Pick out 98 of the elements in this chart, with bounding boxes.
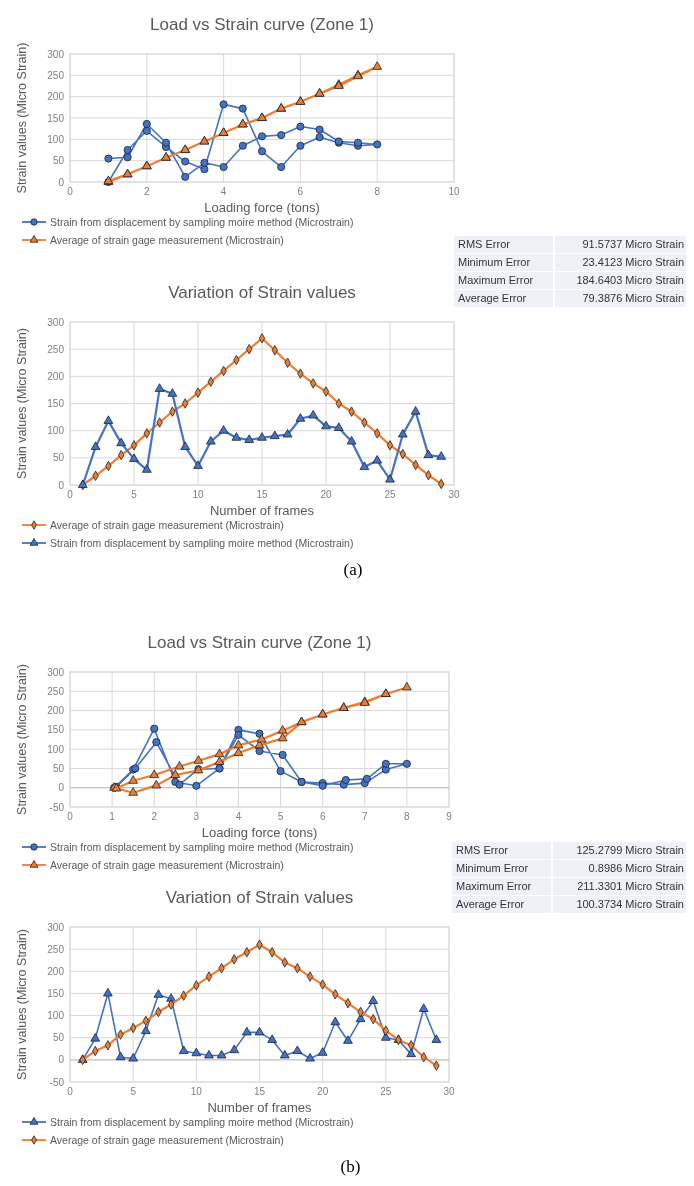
- y-tick-label: 50: [52, 155, 65, 167]
- y-tick-label: 150: [47, 724, 65, 736]
- y-tick-label: 250: [47, 943, 65, 955]
- y-tick-label: 150: [47, 112, 65, 124]
- x-tick-label: 20: [317, 1086, 329, 1097]
- y-tick-label: 200: [47, 91, 65, 103]
- x-tick-label: 5: [130, 1086, 137, 1097]
- x-tick-label: 30: [443, 1086, 455, 1097]
- text: RMS Error: [456, 844, 509, 857]
- legend-label: Average of strain gage measurement (Microstrain): [50, 858, 284, 871]
- x-axis-title: Loading force (tons): [201, 825, 318, 840]
- x-tick-label: 9: [446, 811, 453, 822]
- y-tick-label: 100: [47, 1010, 65, 1022]
- text: 0.8986 Micro Strain: [588, 862, 684, 875]
- x-tick-label: 0: [67, 489, 74, 500]
- y-tick-label: 0: [58, 479, 65, 491]
- y-tick-label: 50: [52, 1032, 65, 1044]
- y-tick-label: 150: [47, 987, 65, 999]
- x-tick-label: 15: [256, 489, 268, 500]
- y-tick-label: 150: [47, 398, 65, 409]
- x-tick-label: 8: [404, 811, 411, 822]
- text: Average Error: [458, 292, 527, 305]
- text: 100.3734 Micro Strain: [576, 898, 684, 911]
- y-tick-label: 200: [47, 370, 65, 382]
- text: Average Error: [456, 898, 525, 911]
- chart-title: Variation of Strain values: [168, 283, 356, 302]
- y-tick-label: 250: [47, 343, 65, 355]
- x-tick-label: 5: [131, 489, 138, 500]
- text: (b): [340, 1157, 361, 1176]
- text: Minimum Error: [456, 862, 529, 875]
- legend-label: Average of strain gage measurement (Microstrain): [50, 233, 284, 246]
- text: 125.2799 Micro Strain: [576, 844, 684, 857]
- text: (a): [343, 560, 363, 579]
- y-tick-label: -50: [49, 1076, 65, 1088]
- x-tick-label: 20: [320, 489, 332, 500]
- y-tick-label: 0: [58, 1054, 65, 1066]
- text: RMS Error: [458, 238, 511, 251]
- chart-title: Variation of Strain values: [165, 888, 354, 907]
- x-tick-label: 6: [319, 811, 326, 822]
- legend-label: Average of strain gage measurement (Microstrain): [50, 518, 284, 531]
- x-tick-label: 10: [448, 186, 460, 197]
- y-tick-label: 50: [52, 762, 65, 774]
- y-tick-label: 300: [47, 921, 65, 933]
- x-tick-label: 0: [67, 811, 74, 822]
- x-tick-label: 25: [384, 489, 396, 500]
- y-tick-label: 0: [58, 782, 65, 794]
- y-tick-label: 100: [47, 133, 65, 145]
- x-tick-label: 10: [192, 489, 204, 500]
- y-tick-label: 250: [47, 69, 65, 81]
- text: 211.3301 Micro Strain: [577, 880, 684, 893]
- text: Maximum Error: [458, 274, 534, 287]
- y-tick-label: 200: [47, 705, 65, 717]
- x-tick-label: 15: [253, 1086, 266, 1097]
- x-tick-label: 1: [109, 811, 116, 822]
- x-tick-label: 0: [67, 1086, 74, 1097]
- chart-title: Load vs Strain curve (Zone 1): [150, 15, 374, 34]
- y-tick-label: 100: [47, 425, 65, 437]
- legend-label: Strain from displacement by sampling moire method (Microstrain): [50, 840, 354, 853]
- text: Maximum Error: [456, 880, 532, 893]
- x-axis-title: Loading force (tons): [204, 200, 320, 215]
- x-tick-label: 7: [362, 811, 368, 822]
- legend-label: Strain from displacement by sampling moire method (Microstrain): [50, 1115, 354, 1128]
- x-tick-label: 10: [190, 1086, 203, 1097]
- x-tick-label: 3: [193, 811, 200, 822]
- text: Minimum Error: [458, 256, 531, 269]
- legend-label: Strain from displacement by sampling moire method (Microstrain): [50, 536, 354, 549]
- legend-label: Average of strain gage measurement (Microstrain): [50, 1133, 284, 1146]
- x-tick-label: 4: [235, 811, 242, 822]
- y-tick-label: 300: [47, 316, 65, 328]
- x-tick-label: 5: [277, 811, 284, 822]
- y-tick-label: 200: [47, 965, 65, 977]
- text: 184.6403 Micro Strain: [576, 274, 684, 287]
- text: 79.3876 Micro Strain: [582, 292, 684, 305]
- text: 91.5737 Micro Strain: [582, 238, 684, 251]
- x-tick-label: 6: [297, 186, 304, 197]
- x-tick-label: 8: [374, 186, 381, 197]
- x-axis-title: Number of frames: [207, 1100, 313, 1115]
- y-axis-title: Strain values (Micro Strain): [15, 42, 29, 194]
- y-tick-label: 100: [47, 743, 65, 755]
- y-tick-label: 300: [47, 48, 65, 60]
- chart-title: Load vs Strain curve (Zone 1): [147, 633, 372, 652]
- x-tick-label: 4: [220, 186, 227, 197]
- x-tick-label: 2: [144, 186, 151, 197]
- y-tick-label: 250: [47, 685, 65, 697]
- legend-label: Strain from displacement by sampling moire method (Microstrain): [50, 215, 354, 228]
- y-tick-label: 300: [47, 666, 65, 678]
- y-tick-label: -50: [49, 801, 65, 813]
- y-axis-title: Strain values (Micro Strain): [15, 664, 29, 815]
- x-axis-title: Number of frames: [209, 503, 315, 518]
- y-tick-label: 0: [58, 176, 65, 188]
- x-tick-label: 0: [67, 186, 74, 197]
- text: 23.4123 Micro Strain: [582, 256, 684, 269]
- y-axis-title: Strain values (Micro Strain): [15, 328, 29, 479]
- x-tick-label: 25: [380, 1086, 392, 1097]
- y-tick-label: 50: [52, 452, 65, 464]
- x-tick-label: 2: [151, 811, 158, 822]
- y-axis-title: Strain values (Micro Strain): [15, 929, 29, 1080]
- x-tick-label: 30: [448, 489, 460, 500]
